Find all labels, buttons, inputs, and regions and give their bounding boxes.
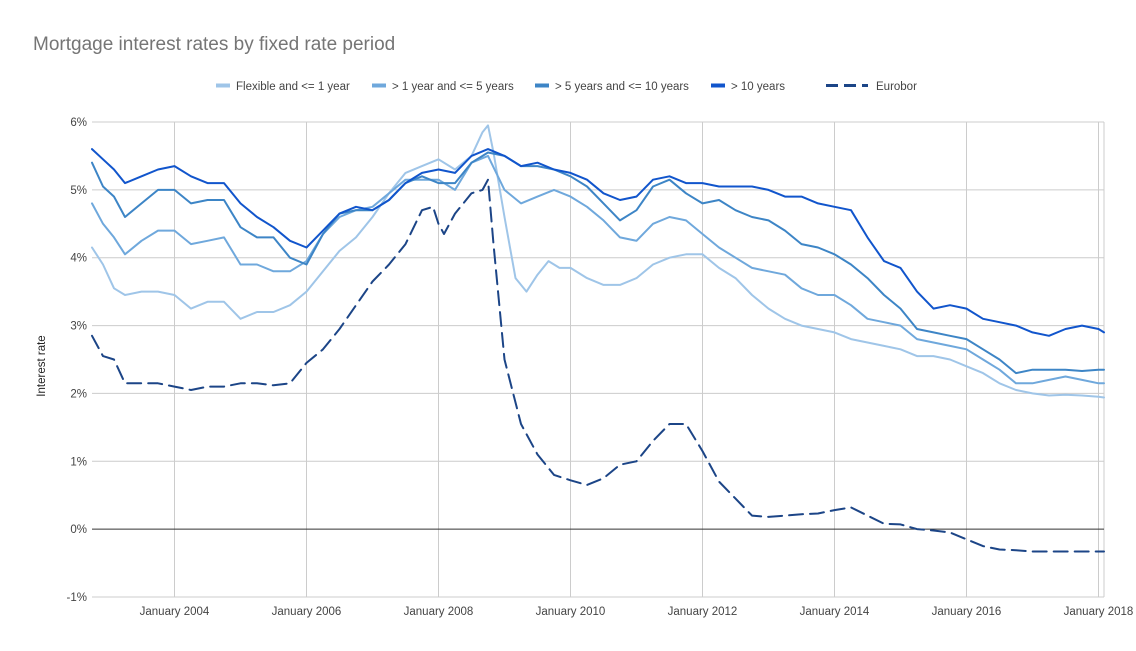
x-tick-label: January 2012 — [668, 606, 738, 618]
x-axis-ticks: January 2004 January 2006 January 2008 Janu… — [140, 606, 1134, 618]
y-tick-label: 1% — [70, 456, 87, 468]
legend-label: Eurobor — [876, 81, 917, 93]
series-lines — [91, 124, 1105, 553]
y-tick-label: 6% — [70, 117, 87, 129]
x-tick-label: January 2010 — [536, 606, 606, 618]
series-line-10-years — [91, 148, 1105, 337]
legend-label: Flexible and <= 1 year — [236, 81, 350, 93]
x-tick-label: January 2008 — [404, 606, 474, 618]
y-tick-label: 2% — [70, 388, 87, 400]
x-tick-label: January 2004 — [140, 606, 210, 618]
legend: Flexible and <= 1 year > 1 year and <= 5 … — [216, 81, 917, 93]
legend-label: > 1 year and <= 5 years — [392, 81, 514, 93]
legend-label: > 5 years and <= 10 years — [555, 81, 689, 93]
series-line-1-year-and-5-years — [91, 154, 1105, 385]
y-axis-ticks: -1% 0% 1% 2% 3% 4% 5% 6% — [67, 117, 87, 604]
y-tick-label: -1% — [67, 592, 87, 604]
y-tick-label: 0% — [70, 524, 87, 536]
x-tick-label: January 2006 — [272, 606, 342, 618]
y-tick-label: 5% — [70, 185, 87, 197]
series-line-5-years-and-10-years — [91, 151, 1105, 375]
legend-label: > 10 years — [731, 81, 785, 93]
chart-title: Mortgage interest rates by fixed rate pe… — [33, 34, 396, 55]
y-tick-label: 3% — [70, 321, 87, 333]
series-line-flexible-and-1-year — [91, 124, 1105, 399]
series-line-eurobor — [91, 178, 1105, 553]
x-tick-label: January 2018 — [1064, 606, 1134, 618]
x-tick-label: January 2016 — [932, 606, 1002, 618]
grid — [92, 121, 1105, 598]
x-tick-label: January 2014 — [800, 606, 870, 618]
y-axis-label: Interest rate — [36, 335, 48, 396]
y-tick-label: 4% — [70, 253, 87, 265]
